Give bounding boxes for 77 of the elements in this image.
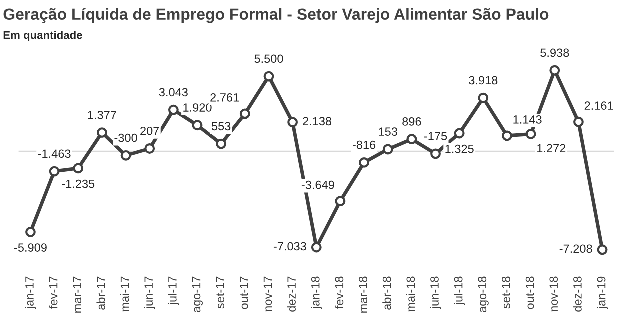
chart-title: Geração Líquida de Emprego Formal - Setor Varejo Alimentar São Paulo <box>4 8 549 24</box>
point <box>382 144 394 155</box>
x-tick-label: jan-17 <box>25 276 36 310</box>
chart-subtitle: Em quantidade <box>4 31 82 42</box>
x-tick-label: jul-18 <box>454 276 466 306</box>
x-tick-label: dez-18 <box>573 276 582 312</box>
data-label: 207 <box>140 126 160 136</box>
x-tick-label: out-17 <box>240 276 248 310</box>
point <box>454 128 465 139</box>
point <box>526 129 536 140</box>
data-label: 153 <box>379 128 398 136</box>
data-label: -816 <box>353 140 376 150</box>
x-tick-label: nov-17 <box>264 276 272 312</box>
x-tick-label: nov-18 <box>550 276 558 312</box>
point <box>406 134 418 145</box>
x-tick-label: jun-17 <box>144 276 156 310</box>
data-label: 1.143 <box>514 116 542 124</box>
data-label: 1.377 <box>88 110 116 120</box>
data-label: -5.909 <box>14 244 47 252</box>
point <box>359 157 370 168</box>
data-label: 1.272 <box>538 144 566 152</box>
point <box>26 226 36 238</box>
x-tick-label: out-18 <box>526 276 534 310</box>
point <box>597 244 608 256</box>
x-tick-label: mar-18 <box>359 276 368 313</box>
point <box>49 166 60 177</box>
x-tick-label: jun-18 <box>430 276 442 310</box>
point <box>96 128 108 138</box>
x-tick-label: jan-19 <box>597 276 608 310</box>
x-tick-label: ago-18 <box>478 276 489 313</box>
x-tick-label: mai-17 <box>120 276 130 312</box>
x-tick-label: fev-17 <box>49 276 58 309</box>
x-tick-label: jul-17 <box>168 276 180 306</box>
point <box>168 104 179 116</box>
point <box>430 148 441 160</box>
data-label: -175 <box>424 132 448 141</box>
data-label: 2.761 <box>210 93 240 102</box>
x-tick-label: set-17 <box>216 276 224 309</box>
point <box>240 108 250 120</box>
data-label: -7.033 <box>274 242 306 251</box>
data-label: 2.138 <box>303 117 332 126</box>
x-tick-label: set-18 <box>502 276 510 309</box>
point <box>192 120 203 131</box>
x-tick-label: dez-17 <box>287 276 296 312</box>
x-tick-label: mai-18 <box>406 276 416 312</box>
point <box>335 196 346 207</box>
point <box>144 144 156 154</box>
data-label: -1.463 <box>38 150 71 158</box>
data-label: 1.920 <box>184 104 212 112</box>
data-label: 3.043 <box>159 88 188 97</box>
point <box>478 92 489 104</box>
point <box>502 130 512 142</box>
data-label: 5.500 <box>254 54 284 64</box>
data-label: -300 <box>114 134 138 142</box>
data-label: 2.161 <box>584 102 614 110</box>
x-tick-label: abr-18 <box>382 276 392 310</box>
point <box>550 65 560 76</box>
point <box>311 242 322 253</box>
data-label: 5.938 <box>540 48 570 58</box>
x-tick-label: fev-18 <box>334 276 344 309</box>
point <box>574 116 584 128</box>
point <box>216 138 227 150</box>
x-tick-label: ago-17 <box>192 276 204 313</box>
data-label: 1.325 <box>446 144 474 154</box>
data-label: -7.208 <box>560 244 592 254</box>
data-label: 896 <box>402 118 422 126</box>
data-label: 3.918 <box>469 76 498 85</box>
data-label: -3.649 <box>302 180 334 190</box>
x-tick-label: abr-17 <box>96 276 106 310</box>
data-label: 553 <box>212 122 231 131</box>
x-tick-label: mar-17 <box>73 276 82 313</box>
point <box>120 150 132 161</box>
point <box>288 117 298 128</box>
point <box>264 71 274 82</box>
point <box>73 163 84 174</box>
x-tick-label: jan-18 <box>311 276 322 310</box>
data-label: -1.235 <box>62 180 95 188</box>
